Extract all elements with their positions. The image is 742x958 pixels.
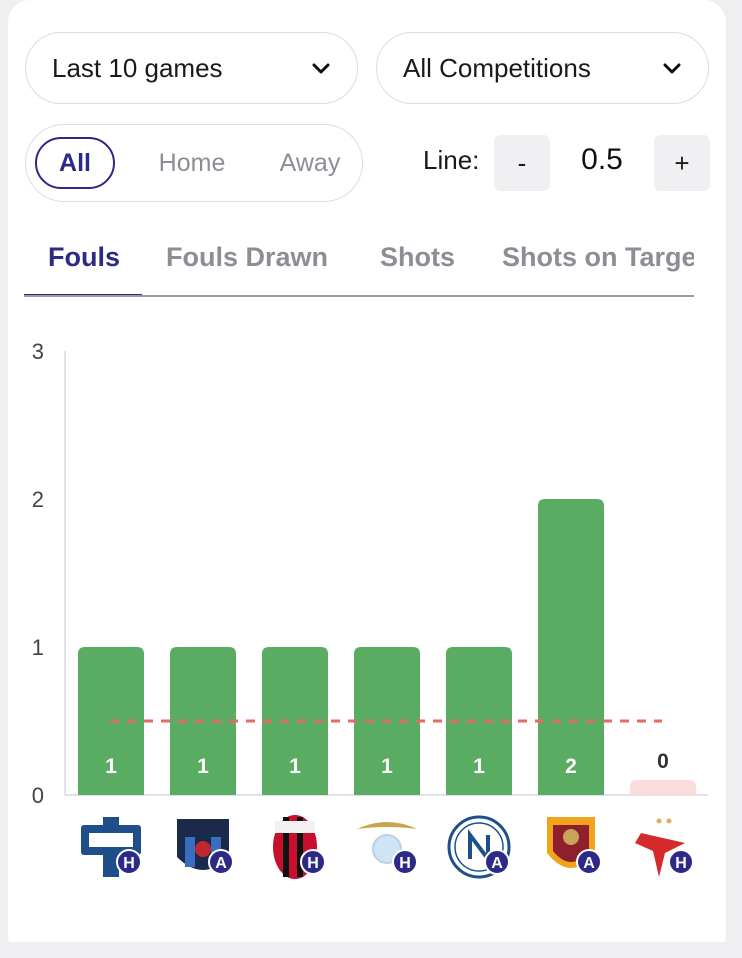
line-decrement-button[interactable]: - [494,135,550,191]
venue-toggle: All Home Away [25,124,363,202]
bar-value-label: 1 [381,755,393,778]
y-tick-label: 0 [32,783,44,808]
y-tick-label: 2 [32,487,44,512]
venue-badge: H [675,855,687,872]
competition-dropdown[interactable]: All Competitions [376,32,709,104]
stat-tabs: Fouls Fouls Drawn Shots Shots on Targe [24,236,694,297]
line-increment-button[interactable]: + [654,135,710,191]
venue-badge: A [583,855,595,872]
tab-shots[interactable]: Shots [380,242,456,272]
venue-home-option[interactable]: Home [158,149,226,177]
tab-shots-on-target[interactable]: Shots on Targe [502,242,694,272]
games-dropdown-label: Last 10 games [52,52,223,83]
roma-wolf-icon: A [547,817,602,875]
fouls-bar-chart: 0 1 2 3 1 1 1 1 1 2 0 H A H H A A H [32,339,708,879]
bar-value-label: 1 [197,755,209,778]
active-tab-indicator [24,294,142,295]
competition-dropdown-label: All Competitions [403,52,591,83]
venue-away-option[interactable]: Away [279,149,341,177]
bar [630,780,696,795]
bar-value-label: 0 [657,750,669,773]
ac-milan-crest-icon: H [273,815,326,879]
line-label: Line: [423,145,480,175]
lazio-eagle-icon: H [357,822,418,875]
bar [446,647,512,795]
venue-badge: H [123,855,135,872]
chevron-down-icon [663,63,681,74]
y-tick-label: 3 [32,339,44,364]
bar [538,499,604,795]
line-value: 0.5 [581,143,623,176]
games-dropdown[interactable]: Last 10 games [25,32,358,104]
tab-fouls-drawn[interactable]: Fouls Drawn [166,242,329,272]
venue-badge: A [491,855,503,872]
bar-value-label: 2 [565,755,577,778]
bar [262,647,328,795]
bar-value-label: 1 [473,755,485,778]
como-crest-icon: H [81,817,142,877]
chevron-down-icon [312,63,330,74]
venue-badge: A [215,855,227,872]
bar-value-label: 1 [105,755,117,778]
slavia-star-icon: H [635,818,694,877]
tab-fouls[interactable]: Fouls [48,242,120,272]
napoli-crest-icon: A [447,815,511,879]
page-bottom [0,942,742,958]
pisa-crest-icon: A [177,819,234,875]
venue-all-option[interactable]: All [35,137,115,189]
bar-value-label: 1 [289,755,301,778]
venue-badge: H [399,855,411,872]
venue-badge: H [307,855,319,872]
y-tick-label: 1 [32,635,44,660]
